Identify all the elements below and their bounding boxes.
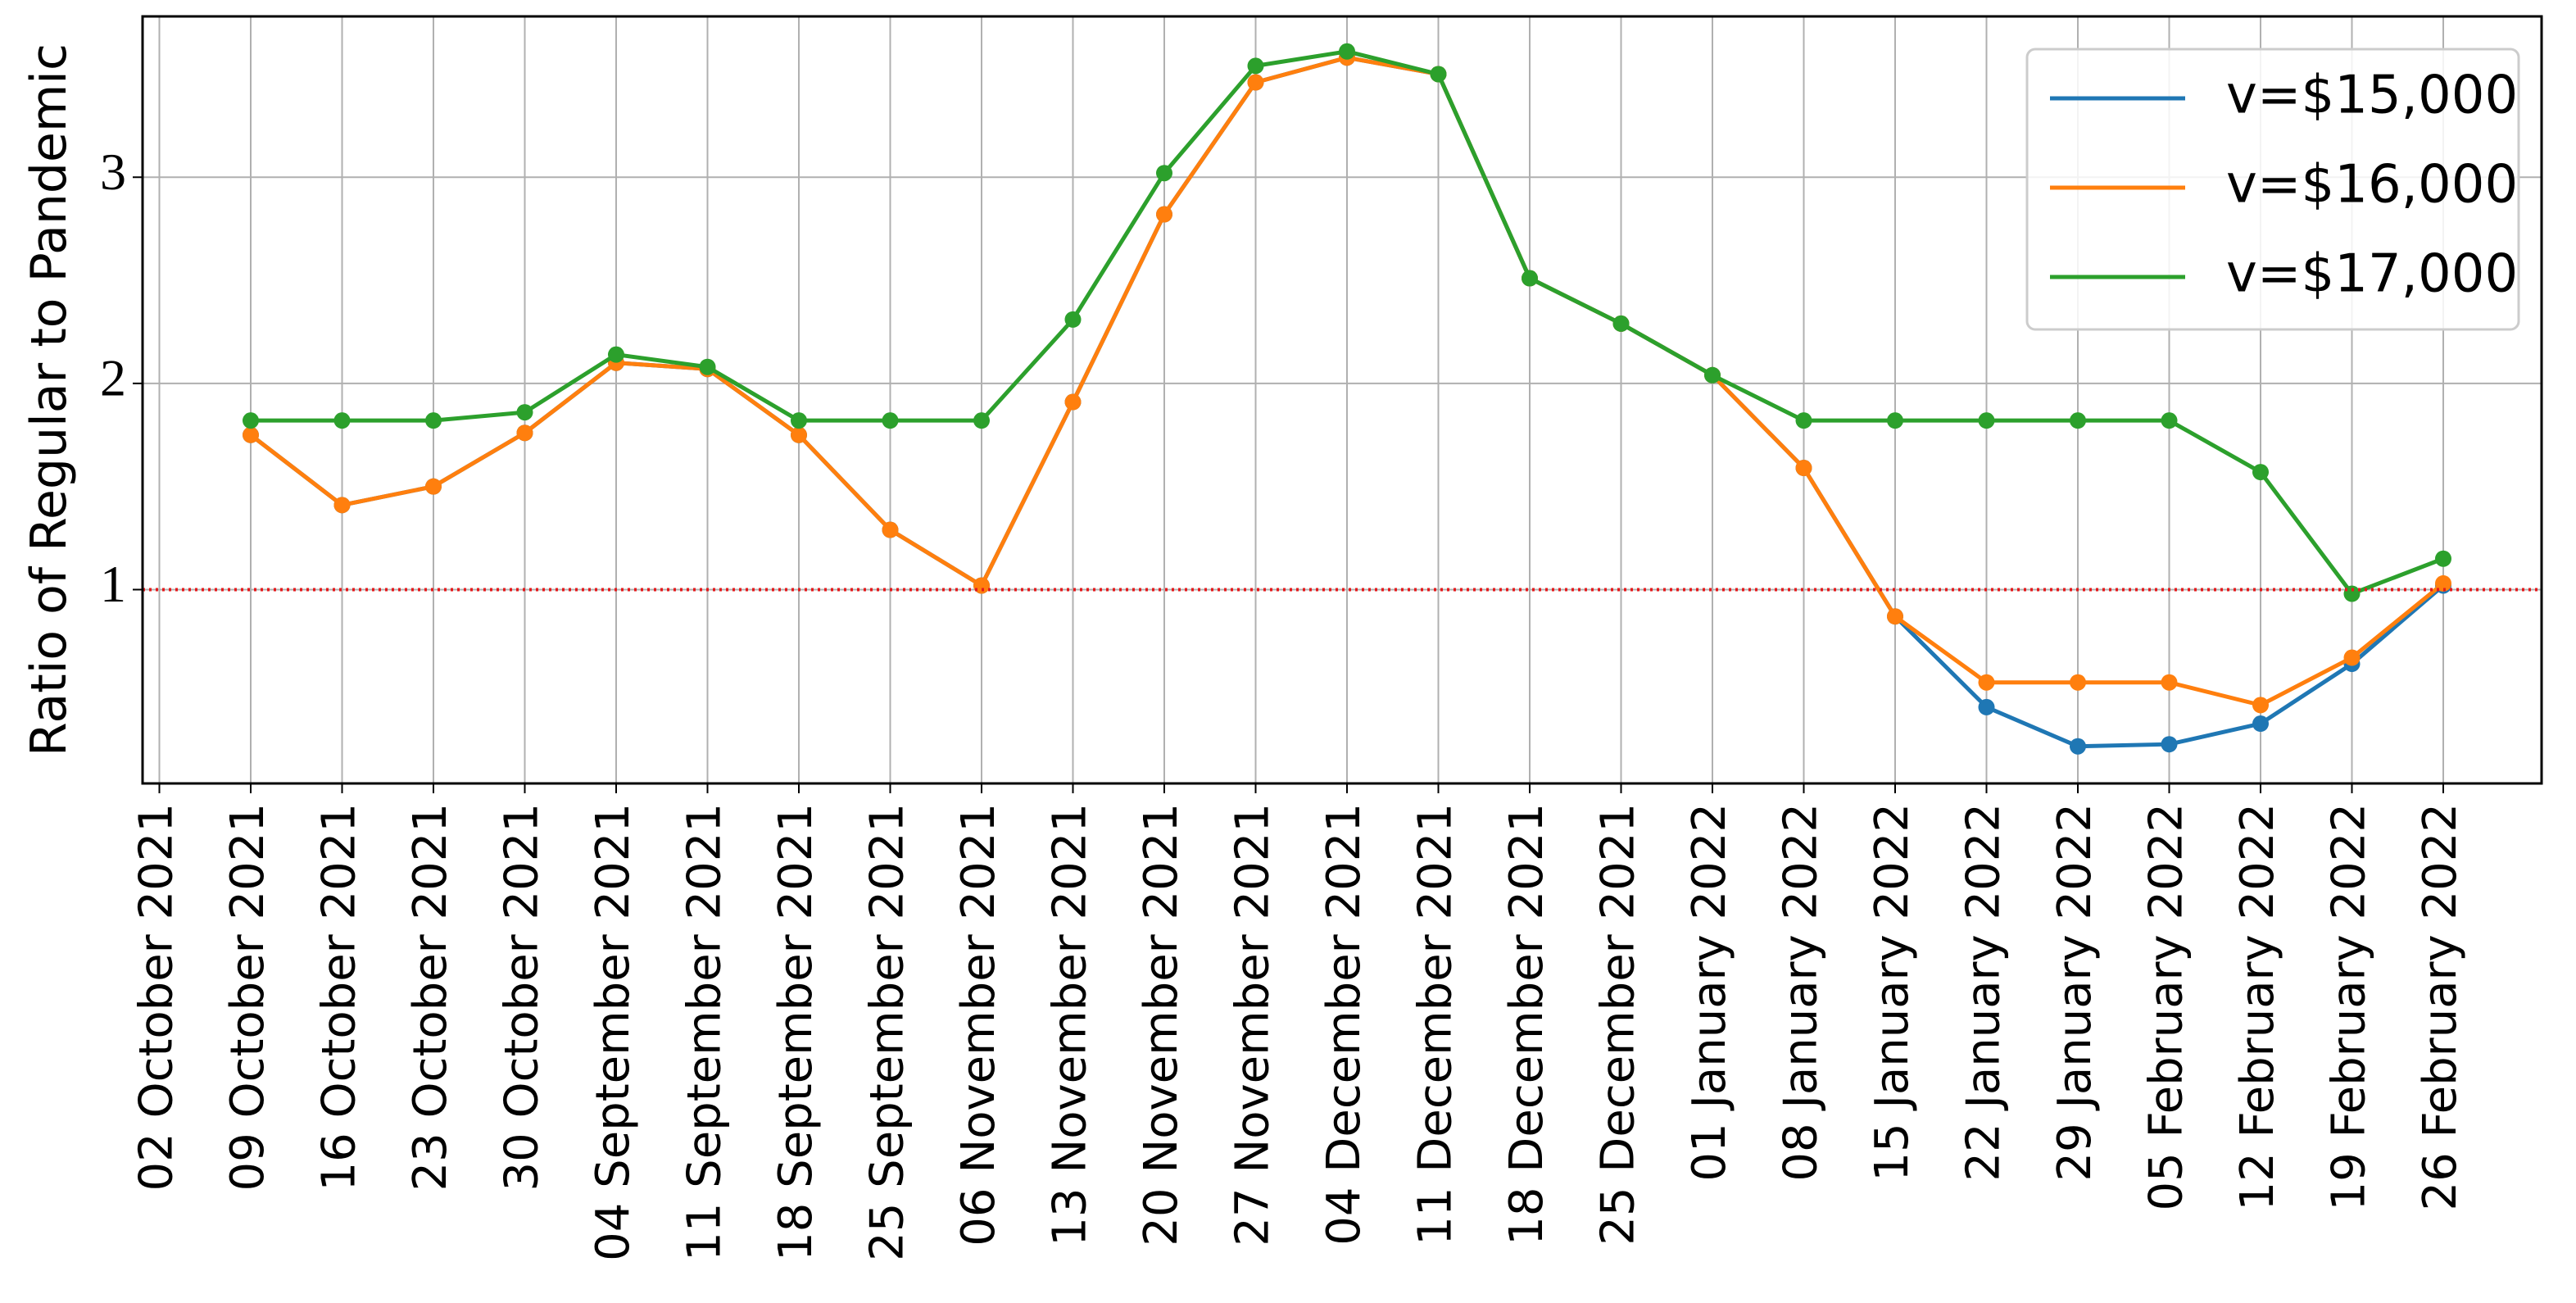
y-tick-label: 3 — [100, 143, 126, 201]
point — [791, 412, 807, 429]
point — [516, 424, 533, 442]
point — [1156, 165, 1172, 182]
point — [699, 358, 716, 375]
plot-frame — [141, 15, 2543, 785]
x-tick-label: 18 September 2021 — [769, 803, 823, 1261]
point — [2343, 649, 2361, 666]
x-tick-label: 08 January 2022 — [1775, 803, 1828, 1182]
x-tick-label: 01 January 2022 — [1683, 803, 1736, 1182]
point — [2161, 736, 2178, 753]
point — [333, 497, 351, 514]
x-tick-label: 11 September 2021 — [678, 803, 732, 1261]
point — [2435, 574, 2451, 592]
point — [1887, 608, 1903, 625]
point — [1064, 393, 1082, 411]
point — [973, 412, 990, 429]
point — [1795, 412, 1812, 429]
x-tick-label: 12 February 2022 — [2231, 803, 2284, 1211]
legend-label: v=$17,000 — [2226, 244, 2518, 305]
point — [1247, 57, 1264, 75]
point — [882, 412, 899, 429]
x-tick-label: 05 February 2022 — [2140, 803, 2193, 1211]
point — [2435, 550, 2451, 567]
point — [1156, 206, 1172, 223]
point — [516, 404, 533, 421]
x-tick-label: 30 October 2021 — [496, 803, 549, 1191]
point — [2252, 464, 2269, 481]
x-tick-label: 18 December 2021 — [1500, 803, 1553, 1246]
legend-box — [2025, 48, 2520, 331]
x-tick-label: 26 February 2022 — [2414, 803, 2467, 1211]
point — [1978, 698, 1995, 715]
y-axis-label: Ratio of Regular to Pandemic — [20, 43, 78, 756]
x-tick-label: 25 December 2021 — [1592, 803, 1645, 1246]
point — [2161, 412, 2178, 429]
x-tick-label: 04 September 2021 — [587, 803, 640, 1261]
y-tick-label: 1 — [100, 555, 126, 613]
x-tick-label: 22 January 2022 — [1957, 803, 2011, 1182]
point — [2070, 412, 2086, 429]
point — [1522, 270, 1538, 287]
legend-label: v=$16,000 — [2226, 155, 2518, 216]
point — [1978, 674, 1995, 691]
x-tick-label: 19 February 2022 — [2323, 803, 2376, 1211]
x-tick-label: 09 October 2021 — [221, 803, 274, 1191]
point — [425, 412, 442, 429]
x-tick-label: 27 November 2021 — [1227, 803, 1280, 1246]
y-tick-label: 2 — [100, 349, 126, 407]
legend-label: v=$15,000 — [2226, 66, 2518, 126]
x-tick-label: 13 November 2021 — [1044, 803, 1097, 1246]
x-tick-label: 02 October 2021 — [130, 803, 184, 1191]
x-tick-label: 11 December 2021 — [1409, 803, 1463, 1246]
legend: v=$15,000 v=$16,000 v=$17,000 — [2025, 48, 2520, 331]
point — [2252, 697, 2269, 714]
point — [333, 412, 351, 429]
point — [882, 521, 899, 538]
point — [1978, 412, 1995, 429]
point — [243, 426, 259, 443]
point — [2070, 738, 2086, 755]
point — [1704, 366, 1721, 384]
point — [1339, 43, 1355, 60]
point — [608, 346, 624, 363]
point — [1887, 412, 1903, 429]
x-tick-label: 06 November 2021 — [952, 803, 1005, 1246]
point — [425, 478, 442, 495]
point — [2161, 674, 2178, 691]
point — [1247, 74, 1264, 91]
x-tick-label: 20 November 2021 — [1135, 803, 1188, 1246]
point — [1612, 315, 1630, 332]
point — [243, 412, 259, 429]
x-tick-label: 15 January 2022 — [1866, 803, 1919, 1182]
point — [2070, 674, 2086, 691]
point — [2343, 585, 2361, 602]
point — [1430, 66, 1447, 83]
point — [791, 426, 807, 443]
x-tick-label: 23 October 2021 — [404, 803, 457, 1191]
x-tick-label: 25 September 2021 — [861, 803, 914, 1261]
x-tick-label: 16 October 2021 — [313, 803, 366, 1191]
point — [2252, 715, 2269, 733]
x-tick-label: 04 December 2021 — [1317, 803, 1371, 1246]
point — [1795, 460, 1812, 477]
x-tick-label: 29 January 2022 — [2048, 803, 2102, 1182]
point — [1064, 311, 1082, 328]
